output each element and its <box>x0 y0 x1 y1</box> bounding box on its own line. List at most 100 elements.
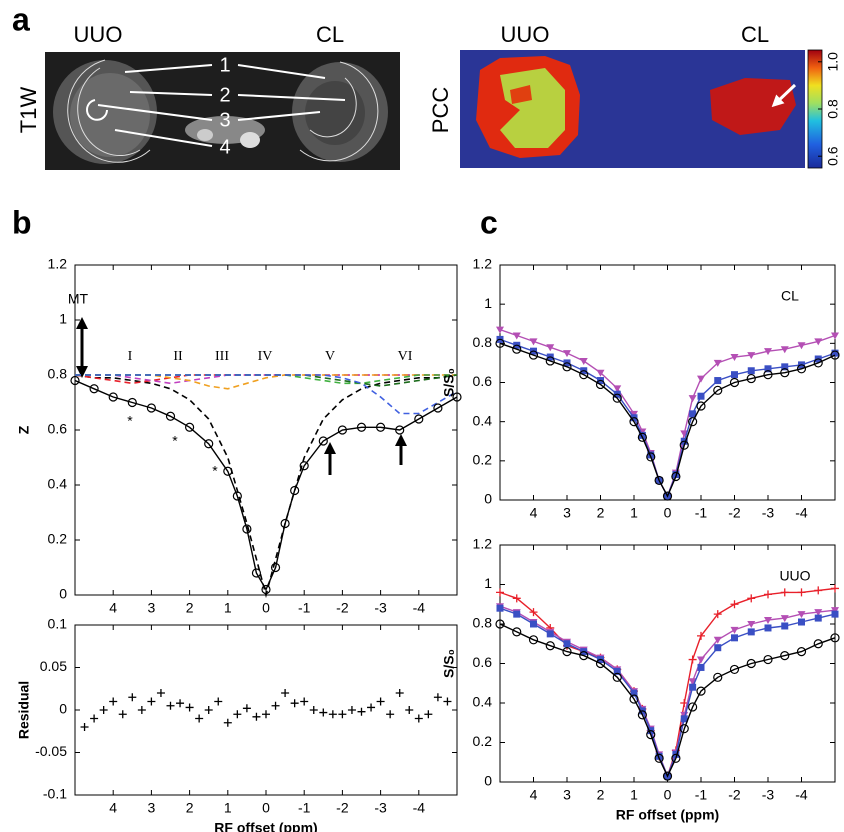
annotation: V <box>325 349 335 364</box>
image-label: T1W <box>16 87 41 134</box>
x-tick-label: -2 <box>728 787 741 803</box>
marker <box>747 352 756 360</box>
marker <box>612 393 622 403</box>
x-tick-label: -2 <box>336 600 349 616</box>
annotation: MT <box>68 291 89 307</box>
marker <box>797 342 806 350</box>
marker <box>233 710 242 719</box>
marker <box>147 697 156 706</box>
annotation: CL <box>781 288 799 304</box>
marker <box>731 634 738 642</box>
annotation: * <box>127 413 133 429</box>
marker <box>319 708 328 717</box>
plot: 4 3 2 1 0 -1 -2 -3 -4 -0.1 -0.05 0 0.05 0.1 RF offset … <box>16 616 458 832</box>
marker <box>688 655 697 664</box>
marker <box>242 524 252 534</box>
marker <box>529 608 538 617</box>
marker <box>630 689 638 697</box>
marker <box>528 635 539 645</box>
marker <box>452 392 462 402</box>
series-line <box>499 623 836 778</box>
annotation: II <box>173 349 183 364</box>
marker <box>356 422 367 432</box>
x-tick-label: -4 <box>413 600 426 616</box>
marker <box>697 375 705 383</box>
marker <box>780 588 789 597</box>
marker <box>529 338 538 346</box>
x-tick-label: 2 <box>597 505 605 521</box>
marker <box>90 714 99 723</box>
marker <box>764 617 772 625</box>
plot-frame <box>74 624 458 796</box>
x-tick-label: 1 <box>630 505 638 521</box>
image-header: CL <box>316 22 344 47</box>
marker <box>713 610 722 619</box>
image-header: UUO <box>74 22 123 47</box>
x-axis-label: RF offset (ppm) <box>214 820 317 832</box>
marker <box>512 332 521 340</box>
x-tick-label: 1 <box>224 800 232 816</box>
marker <box>595 658 606 669</box>
marker <box>395 425 405 435</box>
y-tick-label: 0.6 <box>48 421 68 437</box>
marker <box>747 367 755 375</box>
panel-label: b <box>12 204 32 240</box>
marker <box>730 600 739 609</box>
marker <box>730 626 739 634</box>
marker <box>654 475 664 486</box>
marker <box>679 724 689 734</box>
marker <box>680 715 688 723</box>
marker <box>714 377 722 385</box>
annotation: IV <box>258 349 273 364</box>
series-line <box>499 338 836 498</box>
x-tick-label: -4 <box>795 787 808 803</box>
marker <box>433 403 443 413</box>
marker <box>318 436 328 446</box>
marker <box>146 403 156 413</box>
x-tick-label: 1 <box>630 787 638 803</box>
marker <box>747 621 756 628</box>
marker <box>689 683 697 691</box>
marker <box>764 590 772 599</box>
marker <box>780 615 789 623</box>
y-axis-label: Residual <box>16 681 32 739</box>
region-label: 4 <box>219 136 230 158</box>
marker <box>731 371 738 379</box>
marker <box>328 710 337 719</box>
marker <box>495 619 505 629</box>
marker <box>546 630 554 638</box>
marker <box>290 485 300 496</box>
marker <box>433 693 442 702</box>
plot: 4 3 2 1 0 -1 -2 -3 -4 0 0.2 0.4 0.6 0.8 1 1.2 S/S₀ CL <box>441 256 840 521</box>
y-tick-label: 0.4 <box>473 694 493 710</box>
y-tick-label: 0.6 <box>473 654 493 670</box>
series-line <box>75 374 457 385</box>
marker <box>545 641 555 651</box>
region-label: 3 <box>219 109 230 131</box>
x-tick-label: 3 <box>563 787 571 803</box>
marker <box>562 362 572 372</box>
t1w-image <box>45 52 400 170</box>
marker <box>763 370 773 380</box>
x-tick-label: 4 <box>109 600 117 616</box>
marker <box>563 350 571 358</box>
marker <box>414 714 423 723</box>
marker <box>796 647 807 657</box>
y-tick-label: 0.2 <box>473 733 493 749</box>
marker <box>671 753 681 763</box>
x-tick-label: 0 <box>664 505 672 521</box>
x-tick-label: -2 <box>728 505 741 521</box>
region-label: 2 <box>219 84 230 106</box>
marker <box>424 710 433 719</box>
marker <box>261 584 271 595</box>
marker <box>662 491 673 501</box>
marker <box>156 689 165 697</box>
y-tick-label: 1.2 <box>473 256 493 272</box>
y-tick-label: 0.6 <box>473 373 493 389</box>
marker <box>646 452 656 462</box>
marker <box>70 375 80 386</box>
y-tick-label: -0.05 <box>35 743 67 759</box>
y-tick-label: -0.1 <box>43 786 67 802</box>
marker <box>688 417 698 427</box>
marker <box>562 647 572 657</box>
